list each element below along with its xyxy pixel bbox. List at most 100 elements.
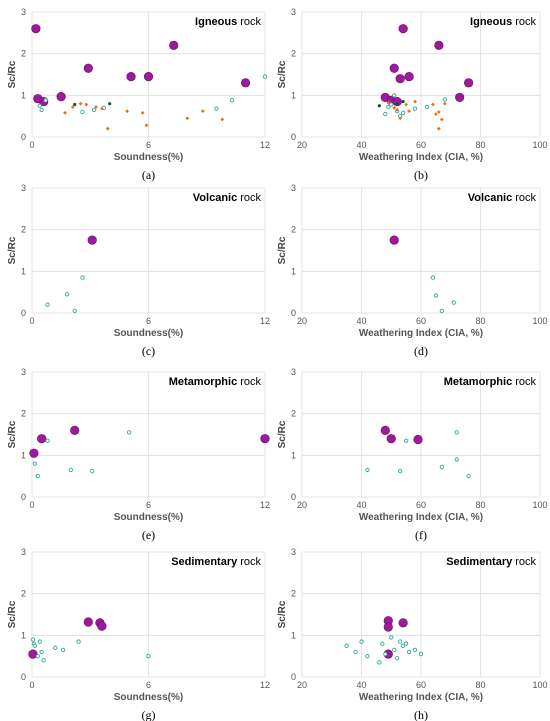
data-point-hollow: [91, 107, 97, 113]
panel-caption: (g): [142, 708, 156, 721]
x-axis-label: Weathering Index (CIA, %): [359, 512, 483, 523]
y-tick-label: 1: [21, 450, 26, 460]
data-point-diamond: [200, 109, 205, 114]
chart-title: Igneous rock: [470, 16, 536, 28]
data-point-large: [413, 434, 423, 445]
y-tick-label: 2: [291, 589, 296, 599]
y-tick-label: 3: [291, 547, 296, 557]
data-point-diamond: [398, 116, 403, 121]
title-rock-word: rock: [240, 16, 261, 28]
chart-title: Igneous rock: [195, 16, 261, 28]
x-tick-label: 6: [146, 316, 151, 326]
data-point-hollow: [76, 639, 81, 644]
data-point-hollow: [229, 98, 235, 103]
data-point-large: [33, 94, 43, 104]
x-axis-label: Weathering Index (CIA, %): [359, 328, 483, 339]
data-point-diamond: [413, 99, 417, 104]
x-tick-label: 12: [260, 500, 270, 510]
x-tick-label: 12: [260, 316, 270, 326]
data-point-large: [389, 63, 399, 73]
panel-caption: (d): [414, 344, 428, 358]
panel-caption: (a): [142, 168, 155, 182]
y-tick-label: 3: [21, 367, 26, 377]
y-tick-label: 2: [21, 225, 26, 235]
data-point-diamond: [94, 105, 98, 109]
data-point-hollow: [412, 106, 418, 111]
data-point-large: [83, 63, 93, 73]
data-point-hollow: [39, 649, 44, 655]
data-point-diamond: [84, 102, 89, 107]
data-point-hollow: [45, 438, 50, 443]
data-point-hollow: [439, 464, 444, 470]
x-axis-label: Soundness(%): [114, 328, 183, 339]
data-point-large: [398, 618, 408, 628]
title-rock-type: Igneous: [195, 16, 237, 28]
panel-caption: (e): [142, 528, 155, 542]
data-point-hollow: [35, 474, 40, 479]
data-point-hollow: [439, 308, 444, 314]
chart-d: 20 40 60 80 100 0 1 2 3 Weathering Index (CIA, %)…: [277, 183, 548, 358]
data-point-hollow: [442, 97, 447, 102]
y-tick-label: 3: [291, 183, 296, 193]
y-tick-label: 0: [291, 492, 296, 502]
y-tick-label: 2: [21, 409, 26, 419]
data-point-hollow: [365, 654, 370, 659]
data-point-diamond: [442, 101, 447, 106]
data-point-hollow: [398, 639, 403, 644]
data-point-dot: [108, 102, 112, 106]
chart-title: Metamorphic rock: [444, 376, 537, 388]
data-point-hollow: [395, 656, 400, 661]
data-point-large: [143, 71, 154, 82]
data-point-large: [389, 235, 399, 245]
x-axis-label: Soundness(%): [114, 692, 183, 703]
data-point-hollow: [30, 637, 36, 642]
x-tick-label: 40: [356, 316, 366, 326]
data-point-hollow: [403, 438, 409, 443]
y-tick-label: 3: [21, 547, 26, 557]
y-axis-label: Sc/Rc: [7, 60, 18, 88]
y-axis-label: Sc/Rc: [277, 60, 288, 88]
data-point-diamond: [436, 126, 441, 131]
title-rock-type: Igneous: [470, 16, 512, 28]
data-point-hollow: [400, 110, 406, 115]
x-tick-label: 80: [475, 500, 485, 510]
x-axis-label: Soundness(%): [114, 152, 183, 163]
data-point-hollow: [41, 658, 46, 663]
x-tick-label: 100: [532, 140, 547, 150]
x-axis-label: Soundness(%): [114, 512, 183, 523]
x-tick-label: 20: [297, 500, 307, 510]
x-tick-label: 12: [260, 140, 270, 150]
x-tick-label: 60: [416, 140, 426, 150]
data-point-large: [398, 24, 408, 34]
x-tick-label: 60: [416, 680, 426, 690]
x-tick-label: 0: [29, 316, 34, 326]
panel-caption: (h): [414, 708, 428, 721]
data-point-diamond: [78, 101, 83, 106]
data-point-large: [395, 74, 405, 84]
data-point-diamond: [395, 108, 400, 112]
y-tick-label: 0: [291, 672, 296, 682]
chart-title: Sedimentary rock: [446, 556, 536, 568]
data-point-large: [464, 78, 474, 88]
data-point-hollow: [403, 641, 409, 646]
title-rock-word: rock: [515, 556, 536, 568]
x-tick-label: 40: [356, 680, 366, 690]
data-point-large: [28, 649, 38, 659]
data-point-large: [386, 434, 396, 444]
x-tick-label: 80: [475, 680, 485, 690]
data-point-diamond: [407, 109, 411, 114]
title-rock-word: rock: [515, 16, 536, 28]
data-point-hollow: [45, 302, 50, 307]
title-rock-type: Metamorphic: [444, 376, 512, 388]
data-point-diamond: [220, 117, 225, 122]
data-point-hollow: [380, 641, 385, 646]
data-point-diamond: [70, 105, 75, 109]
data-point-hollow: [389, 635, 394, 640]
data-point-large: [434, 40, 444, 50]
data-point-large: [56, 91, 66, 102]
data-point-large: [83, 617, 93, 627]
y-tick-label: 3: [21, 7, 26, 17]
x-tick-label: 0: [29, 680, 34, 690]
